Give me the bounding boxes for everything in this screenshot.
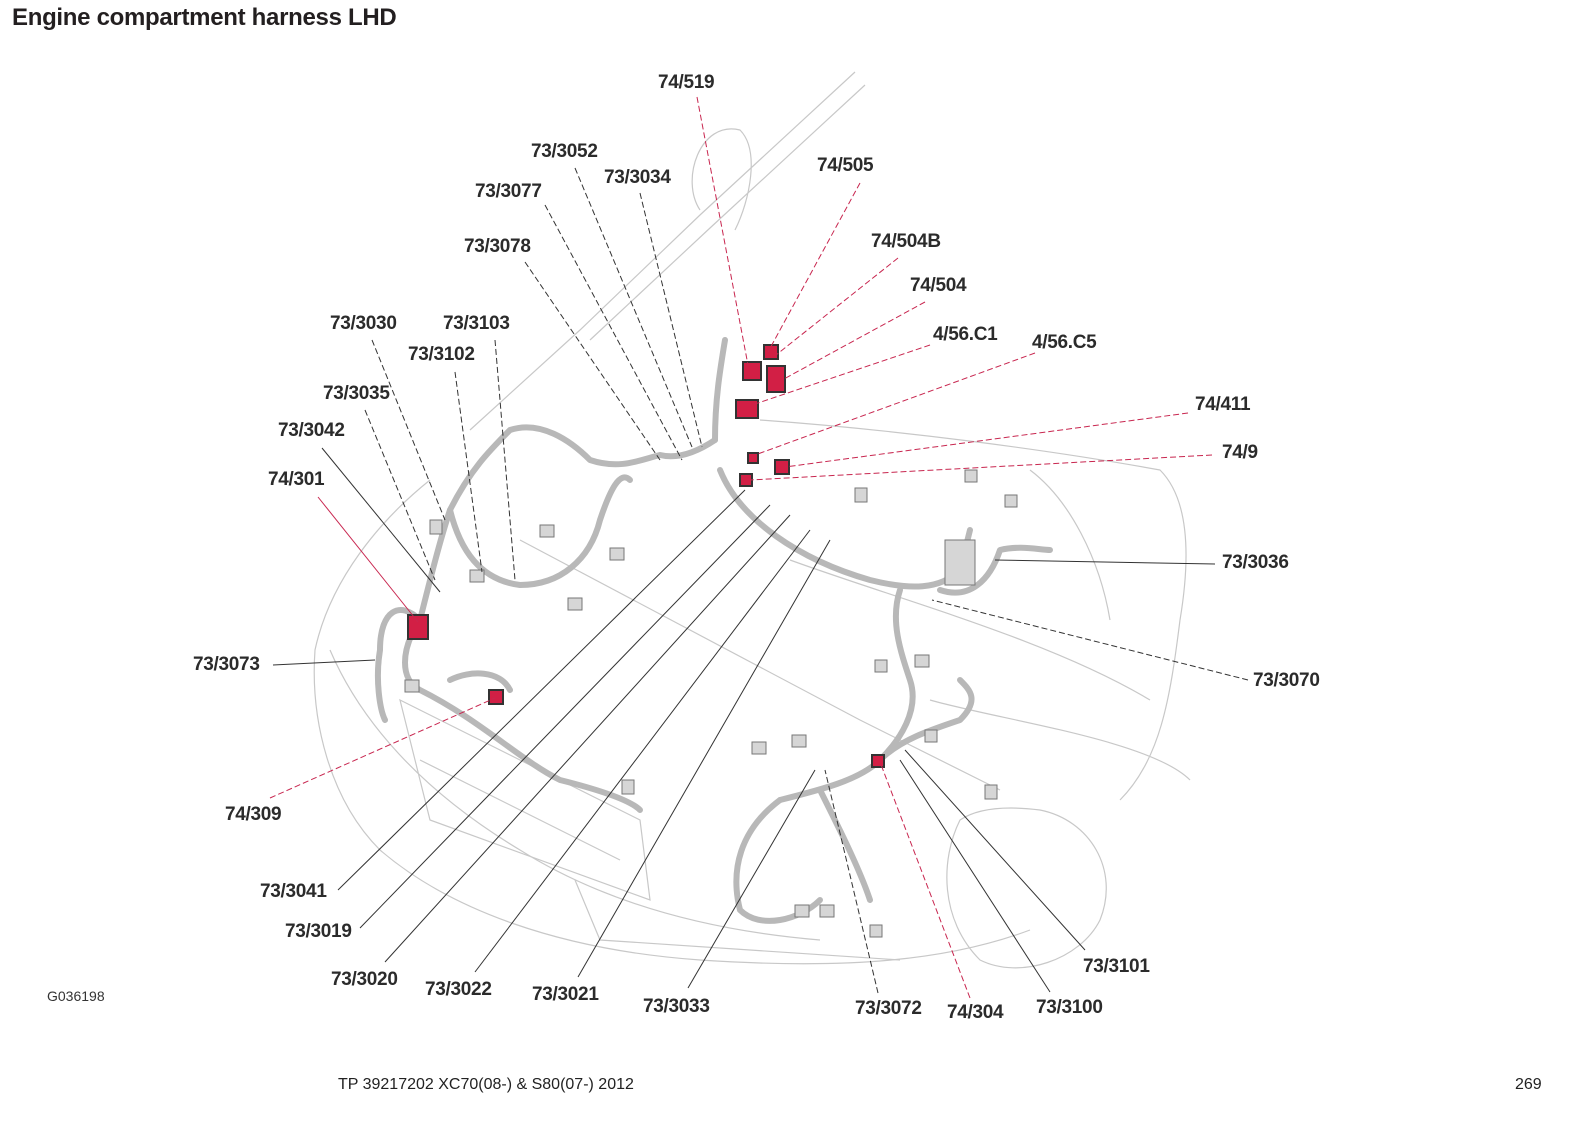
leader-line [824,769,879,994]
leader-line [775,257,899,356]
leader-line [454,371,483,573]
callout-label: 73/3100 [1036,997,1103,1018]
callout-label: 74/301 [268,469,325,490]
callout-label: 74/504B [871,231,941,252]
leader-line [749,454,1213,481]
connector-4-56-c1 [735,399,759,419]
leader-line [696,96,749,366]
callout-label: 73/3019 [285,921,352,942]
callout-label: 74/304 [947,1002,1004,1023]
connector-74-301 [407,614,429,640]
connector-74-519 [742,361,762,381]
leader-line [544,204,683,461]
leader-line [524,261,661,461]
callout-label: 73/3073 [193,654,260,675]
leader-line [994,559,1216,565]
connector-74-411 [774,459,790,475]
callout-label: 73/3070 [1253,670,1320,691]
harness-wiring [374,337,1053,924]
callout-label: 4/56.C5 [1032,332,1097,353]
callout-label: 73/3030 [330,313,397,334]
callout-label: 74/519 [658,72,715,93]
callout-label: 73/3033 [643,996,710,1017]
leader-line [904,749,1086,951]
leader-lines [269,96,1249,999]
leader-line [931,599,1249,681]
leader-line [359,504,771,929]
leader-line [577,539,831,978]
connector-74-304 [871,754,885,768]
leader-line [639,192,703,448]
callout-label: 74/309 [225,804,282,825]
callout-label: 73/3034 [604,167,671,188]
callout-label: 73/3101 [1083,956,1150,977]
callout-label: 73/3042 [278,420,345,441]
connector-4-56-c5 [747,452,759,464]
figure-id: G036198 [47,988,105,1004]
leader-line [781,301,926,381]
leader-line [384,514,791,963]
leader-line [751,344,931,406]
callout-label: 73/3036 [1222,552,1289,573]
callout-label: 73/3041 [260,881,327,902]
connector-74-504 [766,365,786,393]
callout-label: 73/3021 [532,984,599,1005]
connector-74-505 [763,344,779,360]
callout-label: 74/505 [817,155,874,176]
callout-label: 4/56.C1 [933,324,998,345]
callout-label: 74/411 [1195,394,1251,415]
leader-line [364,409,436,581]
callout-label: 73/3022 [425,979,492,1000]
leader-line [879,761,971,999]
leader-line [337,489,746,891]
callout-label: 73/3020 [331,969,398,990]
leader-line [784,412,1189,468]
leader-line [494,339,516,581]
leader-line [574,167,693,448]
leader-line [321,447,441,593]
car-body-outline [313,71,1191,969]
footer-page-number: 269 [1515,1076,1542,1093]
callout-label: 73/3035 [323,383,390,404]
leader-line [269,697,496,799]
leader-line [767,182,861,353]
callout-label: 74/9 [1222,442,1258,463]
callout-label: 73/3102 [408,344,475,365]
diagram-title: Engine compartment harness LHD [12,4,397,31]
highlighted-connectors [407,344,885,768]
callout-label: 74/504 [910,275,967,296]
connector-74-309 [488,689,504,705]
leader-line [371,339,446,521]
callout-label: 73/3077 [475,181,542,202]
callout-label: 73/3103 [443,313,510,334]
leader-line [272,659,376,666]
generic-connectors [404,469,1018,938]
leader-line [474,529,811,973]
leader-line [754,352,1036,456]
leader-line [687,769,816,989]
leader-line [317,496,419,623]
callout-label: 73/3072 [855,998,922,1019]
callout-label: 73/3078 [464,236,531,257]
leader-line [899,759,1051,993]
footer-document: TP 39217202 XC70(08-) & S80(07-) 2012 [338,1076,634,1093]
callout-label: 73/3052 [531,141,598,162]
